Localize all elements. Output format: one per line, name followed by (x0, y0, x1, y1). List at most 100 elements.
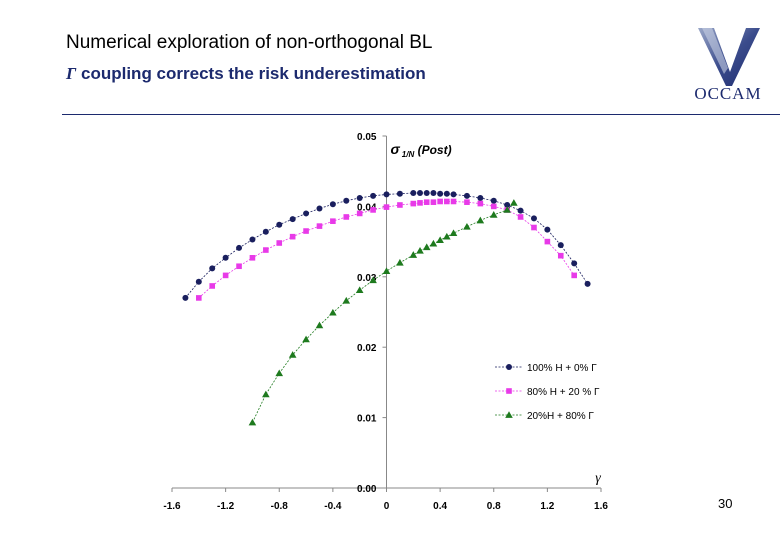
series-triangle-point (248, 418, 257, 426)
series-square-point (531, 224, 537, 231)
series-square-point (289, 233, 296, 240)
series-square-point (370, 207, 376, 213)
series-triangle-point (315, 321, 324, 329)
series-triangle-point (422, 243, 431, 251)
series-circle-point (303, 210, 310, 217)
x-tick-label: 0 (384, 501, 390, 512)
series-square-point (450, 198, 457, 205)
series-square-point (544, 238, 551, 245)
x-tick-label: -0.4 (324, 501, 342, 512)
legend-marker (505, 411, 513, 418)
legend-label: 80% H + 20 % Γ (527, 387, 600, 398)
series-circle-point (289, 216, 296, 223)
logo-text: OCCAM (694, 84, 762, 103)
series-square-point (477, 200, 484, 207)
series-square-point (464, 199, 470, 205)
series-triangle-point (302, 335, 310, 343)
occam-logo-icon (698, 28, 760, 86)
series-triangle-point (429, 239, 438, 247)
y-tick-label: 0.00 (357, 484, 377, 495)
page-number: 30 (718, 496, 733, 511)
y-tick-label: 0.04 (357, 202, 377, 213)
series-circle-point (195, 278, 202, 285)
series-circle-point (490, 197, 497, 204)
series-triangle-point (275, 369, 284, 377)
series-triangle-point (503, 206, 511, 213)
x-tick-label: -1.6 (163, 501, 181, 512)
series-square-point (330, 218, 336, 224)
series-square-point (276, 240, 283, 246)
series-circle-point (571, 260, 578, 267)
series-triangle-point (329, 308, 337, 316)
legend-label: 20%H + 80% Γ (527, 411, 594, 422)
series-circle-point (182, 294, 189, 301)
series-circle-point (396, 190, 403, 197)
y-axis-label-symbol: σ (391, 141, 401, 157)
header-rule (62, 114, 780, 115)
x-axis-label: γ (595, 471, 601, 486)
series-circle-point (504, 201, 511, 208)
legend-marker (506, 388, 512, 394)
slide-subtitle: Γ coupling corrects the risk underestima… (66, 64, 426, 84)
series-triangle-point (510, 199, 518, 206)
series-circle-point (557, 242, 564, 249)
series-square-point (417, 200, 423, 206)
y-tick-label: 0.03 (357, 273, 377, 284)
series-circle-point (262, 228, 269, 235)
series-square-point (209, 283, 216, 289)
series-circle-point (517, 207, 524, 214)
series-triangle-point (436, 236, 444, 244)
series-circle-point (443, 190, 450, 197)
series-circle-point (249, 236, 256, 243)
series-circle-point (370, 192, 377, 199)
y-tick-label: 0.02 (357, 343, 377, 354)
series-square-point (423, 199, 430, 205)
x-tick-label: 0.8 (487, 501, 501, 512)
series-square-point (236, 263, 242, 270)
y-tick-label: 0.01 (357, 414, 377, 425)
series-circle-point (410, 190, 417, 197)
series-circle-point (450, 191, 457, 198)
series-circle-point (423, 190, 430, 197)
series-square-point (222, 272, 229, 279)
y-tick-label: 0.05 (357, 132, 377, 143)
slide-title: Numerical exploration of non-orthogonal … (66, 32, 433, 53)
series-circle-point (316, 205, 323, 212)
series-square-point (383, 204, 390, 210)
x-tick-label: 0.4 (433, 501, 447, 512)
series-circle-point (584, 280, 591, 287)
series-triangle-point (382, 267, 391, 275)
series-square-point (571, 272, 577, 279)
series-square-point (557, 252, 564, 259)
subtitle-text: coupling corrects the risk underestimati… (76, 64, 426, 83)
series-circle-point (209, 265, 216, 272)
series-square-point (249, 254, 256, 261)
series-circle-point (530, 215, 537, 222)
series-circle-point (222, 254, 229, 261)
series-circle-point (430, 190, 437, 197)
series-triangle-point (396, 258, 404, 266)
series-square-point (490, 203, 497, 210)
series-circle-point (329, 201, 336, 208)
series-square-point (410, 200, 417, 207)
y-axis-label: σ 1/N (Post) (391, 141, 452, 159)
series-square-point (303, 228, 309, 234)
series-circle-point (463, 192, 470, 199)
y-axis-label-subscript: 1/N (402, 150, 415, 159)
series-circle-point (477, 194, 484, 201)
series-square-point (444, 198, 450, 205)
series-square-point (263, 247, 269, 253)
series-triangle-point (463, 223, 471, 230)
series-triangle-point (476, 216, 485, 224)
series-circle-point (437, 190, 444, 197)
series-circle-point (417, 190, 424, 197)
series-square-point (196, 295, 202, 301)
x-tick-label: 1.2 (540, 501, 554, 512)
series-circle-point (544, 226, 551, 233)
series-triangle-point (489, 211, 498, 218)
series-circle-point (343, 197, 350, 204)
series-circle-point (356, 194, 363, 201)
series-triangle-point (409, 251, 418, 258)
series-square-point (430, 199, 437, 205)
